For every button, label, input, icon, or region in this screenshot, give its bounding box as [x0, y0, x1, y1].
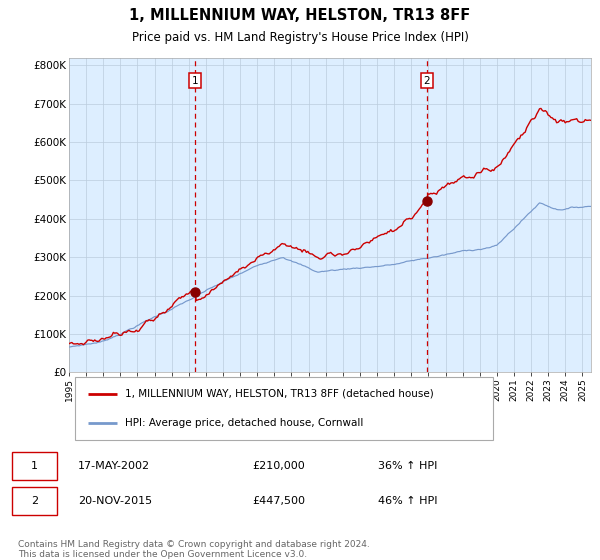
FancyBboxPatch shape [75, 377, 493, 440]
FancyBboxPatch shape [12, 452, 57, 480]
Text: 46% ↑ HPI: 46% ↑ HPI [378, 496, 437, 506]
Text: 36% ↑ HPI: 36% ↑ HPI [378, 461, 437, 471]
Text: 2: 2 [31, 496, 38, 506]
Text: £447,500: £447,500 [252, 496, 305, 506]
Text: 1, MILLENNIUM WAY, HELSTON, TR13 8FF (detached house): 1, MILLENNIUM WAY, HELSTON, TR13 8FF (de… [125, 389, 434, 399]
FancyBboxPatch shape [12, 487, 57, 515]
Text: 17-MAY-2002: 17-MAY-2002 [78, 461, 150, 471]
Text: 1: 1 [192, 76, 199, 86]
Text: £210,000: £210,000 [252, 461, 305, 471]
Text: 1, MILLENNIUM WAY, HELSTON, TR13 8FF: 1, MILLENNIUM WAY, HELSTON, TR13 8FF [130, 8, 470, 23]
Text: 2: 2 [424, 76, 430, 86]
Text: 1: 1 [31, 461, 38, 471]
Text: Contains HM Land Registry data © Crown copyright and database right 2024.
This d: Contains HM Land Registry data © Crown c… [18, 540, 370, 559]
Text: Price paid vs. HM Land Registry's House Price Index (HPI): Price paid vs. HM Land Registry's House … [131, 31, 469, 44]
Text: 20-NOV-2015: 20-NOV-2015 [78, 496, 152, 506]
Text: HPI: Average price, detached house, Cornwall: HPI: Average price, detached house, Corn… [125, 418, 364, 428]
